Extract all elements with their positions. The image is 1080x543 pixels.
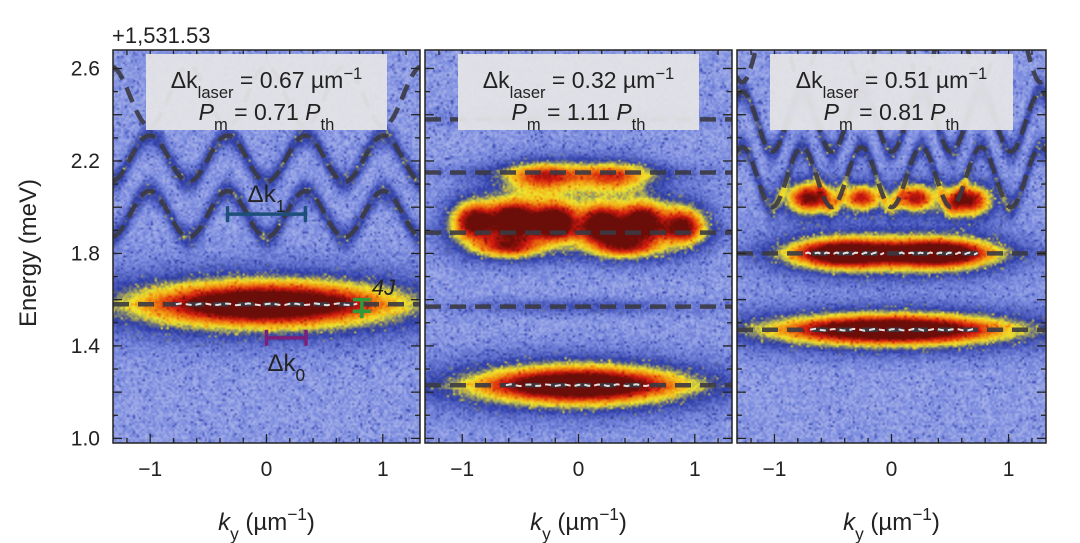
- x-axis-subscript: y: [855, 524, 864, 543]
- pump-value: = 0.71: [228, 99, 305, 125]
- threshold-symbol: P: [616, 99, 632, 125]
- y-tick-label: 2.6: [71, 57, 100, 80]
- x-axis-title: ky (µm−1): [843, 504, 940, 543]
- y-offset-label: +1,531.53: [112, 23, 210, 48]
- pump-power-label: Pm = 0.81 Pth: [824, 99, 960, 134]
- x-tick-label: 0: [886, 458, 898, 481]
- x-axis-exponent: −1: [599, 504, 619, 524]
- threshold-subscript: th: [321, 115, 335, 134]
- upper-band-curve: [113, 133, 420, 185]
- pump-value: = 1.11: [541, 99, 617, 125]
- y-tick-labels: 1.0 1.4 1.8 2.2 2.6: [71, 57, 101, 450]
- x-axis-close: ): [932, 509, 940, 536]
- x-axis-titles: ky (µm−1) ky (µm−1) ky (µm−1): [218, 504, 940, 543]
- mode-ridge-trace: [175, 302, 358, 307]
- y-tick-label: 1.4: [71, 335, 101, 358]
- threshold-subscript: th: [632, 115, 646, 134]
- threshold-subscript: th: [946, 115, 960, 134]
- mode-ridge-trace: [805, 251, 885, 256]
- x-tick-label: −1: [450, 458, 474, 481]
- mode-ridge-trace: [898, 251, 979, 256]
- delta-k-symbol: Δk: [483, 67, 510, 93]
- y-axis-title: Energy (meV): [15, 179, 42, 327]
- x-axis-title: ky (µm−1): [218, 504, 315, 543]
- delta-k-symbol: Δk: [796, 67, 823, 93]
- dk1-subscript: 1: [276, 196, 286, 216]
- threshold-symbol: P: [305, 99, 321, 125]
- pump-symbol: P: [824, 99, 840, 125]
- x-tick-label: −1: [762, 458, 786, 481]
- mode-ridge-trace: [809, 327, 974, 332]
- x-axis-unit: (µm: [864, 509, 912, 536]
- x-axis-symbol: k: [218, 509, 232, 536]
- x-tick-label: −1: [138, 458, 162, 481]
- delta-k-value: = 0.51 µm: [859, 67, 969, 93]
- x-axis-unit: (µm: [551, 509, 599, 536]
- dk0-label: Δk0: [267, 350, 305, 385]
- x-tick-label: 0: [261, 458, 273, 481]
- x-axis-symbol: k: [843, 509, 857, 536]
- x-axis-exponent: −1: [912, 504, 932, 524]
- parameter-box: [458, 54, 699, 130]
- delta-k-exponent: −1: [343, 64, 362, 83]
- x-axis-subscript: y: [230, 524, 239, 543]
- dk1-symbol: Δk: [248, 181, 277, 208]
- pump-symbol: P: [199, 99, 215, 125]
- delta-k-subscript: laser: [198, 83, 234, 102]
- pump-subscript: m: [214, 115, 228, 134]
- delta-k-exponent: −1: [968, 64, 987, 83]
- x-tick-label: 1: [377, 458, 389, 481]
- delta-k-value: = 0.32 µm: [546, 67, 656, 93]
- y-tick-label: 1.8: [71, 242, 100, 265]
- delta-k-subscript: laser: [510, 83, 546, 102]
- parameter-box: [770, 54, 1013, 130]
- pump-subscript: m: [839, 115, 853, 134]
- pump-power-label: Pm = 1.11 Pth: [512, 99, 646, 134]
- delta-k-exponent: −1: [655, 64, 674, 83]
- y-tick-label: 2.2: [71, 150, 100, 173]
- delta-k-subscript: laser: [823, 83, 859, 102]
- pump-power-label: Pm = 0.71 Pth: [199, 99, 335, 134]
- lower-band-curve: [113, 188, 420, 240]
- dk0-subscript: 0: [295, 365, 305, 385]
- threshold-symbol: P: [930, 99, 946, 125]
- x-axis-close: ): [307, 509, 315, 536]
- delta-k-symbol: Δk: [171, 67, 198, 93]
- x-tick-label: 0: [573, 458, 585, 481]
- lower-band-curve: [737, 144, 1046, 210]
- dispersion-lines: [113, 63, 420, 307]
- pump-subscript: m: [527, 115, 541, 134]
- x-axis-symbol: k: [530, 509, 544, 536]
- parameter-box: [146, 54, 387, 130]
- y-tick-label: 1.0: [71, 427, 100, 450]
- delta-k-laser-label: Δklaser = 0.32 µm−1: [483, 64, 674, 102]
- pump-value: = 0.81: [853, 99, 930, 125]
- pump-symbol: P: [512, 99, 528, 125]
- delta-k-value: = 0.67 µm: [234, 67, 344, 93]
- x-tick-label: 1: [1003, 458, 1015, 481]
- mode-ridge-trace: [505, 383, 652, 388]
- four-j-label: 4J: [372, 275, 396, 300]
- dk1-label: Δk1: [248, 181, 286, 216]
- dk0-symbol: Δk: [267, 350, 296, 377]
- delta-k-laser-label: Δklaser = 0.51 µm−1: [796, 64, 987, 102]
- delta-k-laser-label: Δklaser = 0.67 µm−1: [171, 64, 362, 102]
- x-axis-unit: (µm: [239, 509, 287, 536]
- x-axis-exponent: −1: [287, 504, 307, 524]
- x-tick-label: 1: [689, 458, 701, 481]
- x-axis-title: ky (µm−1): [530, 504, 627, 543]
- x-axis-close: ): [619, 509, 627, 536]
- x-axis-subscript: y: [542, 524, 551, 543]
